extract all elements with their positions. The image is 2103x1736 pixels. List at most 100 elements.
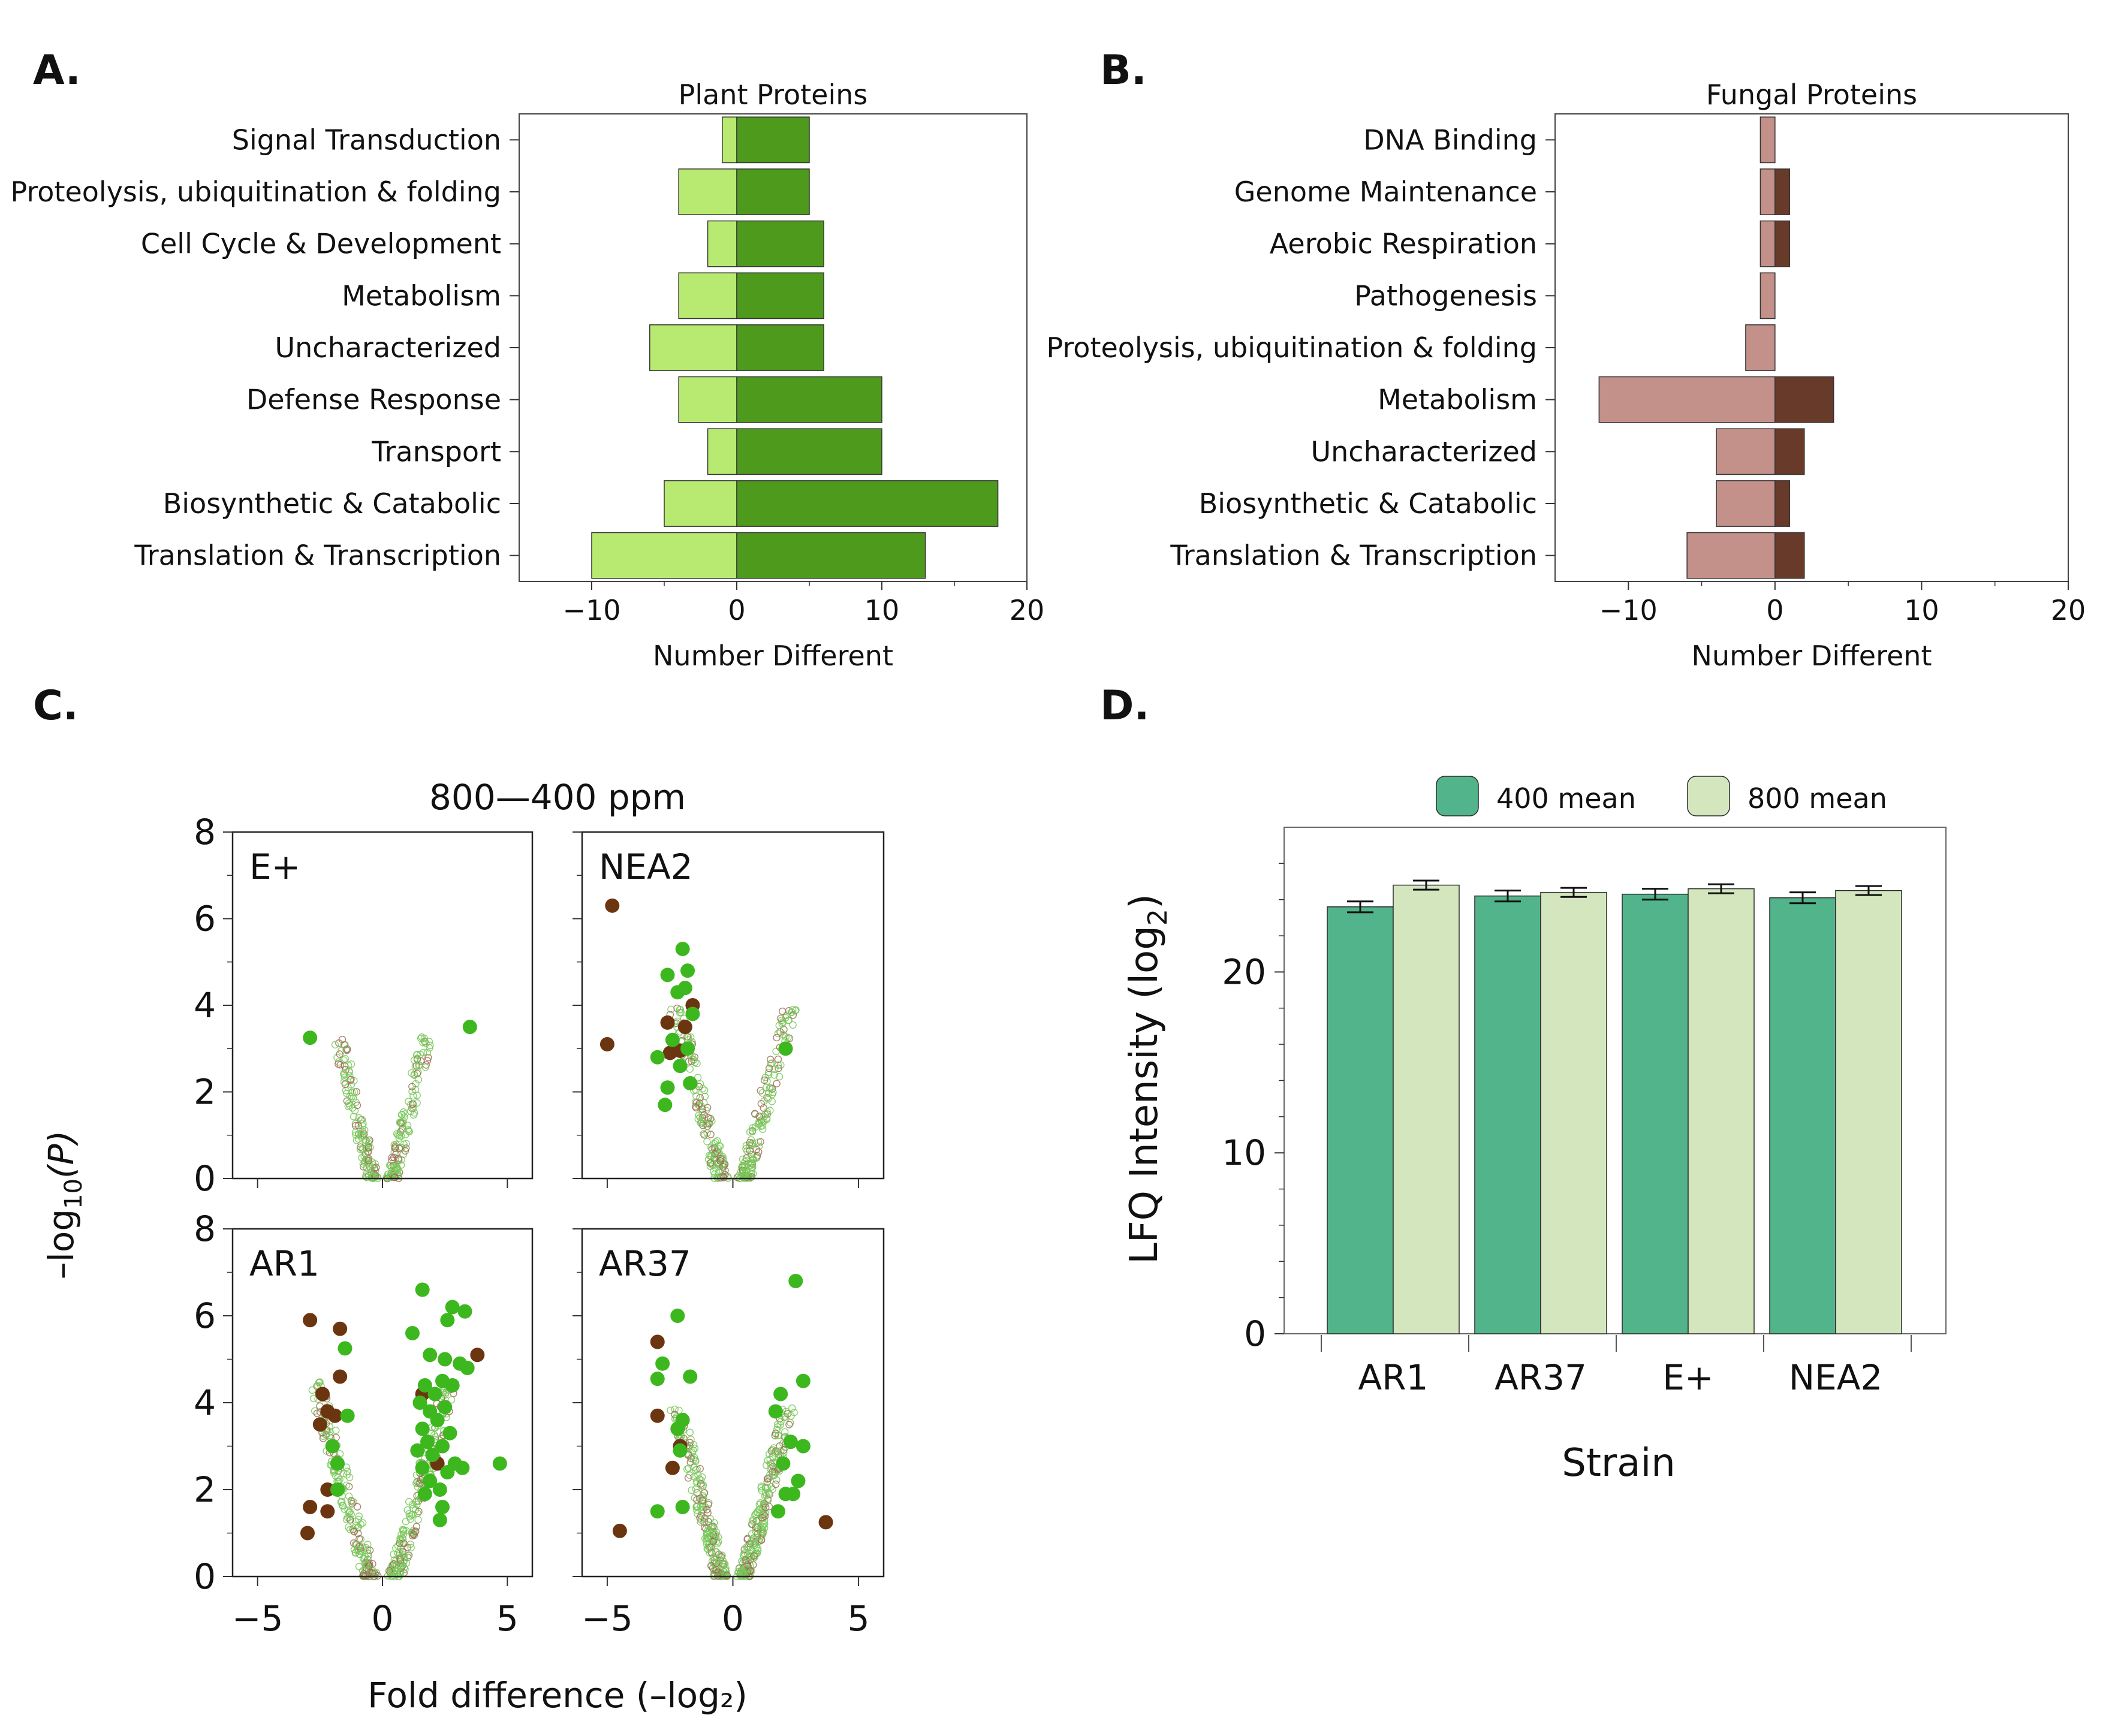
- nonsignificant-point: [322, 1431, 330, 1439]
- y-axis-label-subscript: 10: [60, 1179, 88, 1209]
- nonsignificant-point: [396, 1556, 405, 1564]
- nonsignificant-point: [735, 1565, 743, 1573]
- volcano-subplot-eplus: E+ 0 2 4 6 8: [194, 812, 534, 1199]
- nonsignificant-point: [715, 1168, 722, 1176]
- significant-plant-point: [675, 942, 690, 957]
- nonsignificant-point: [364, 1556, 372, 1563]
- nonsignificant-point: [723, 1571, 731, 1580]
- nonsignificant-point: [742, 1565, 750, 1572]
- nonsignificant-point: [400, 1556, 408, 1564]
- significant-plant-point: [783, 1434, 798, 1449]
- bar-up-metabolism: [1774, 376, 1834, 423]
- bar-down-uncharacterized: [649, 324, 737, 371]
- nonsignificant-point: [700, 1131, 709, 1139]
- nonsignificant-point: [358, 1567, 367, 1575]
- nonsignificant-point: [315, 1379, 323, 1387]
- significant-fungal-point: [677, 1020, 692, 1035]
- y-tick-label: 8: [194, 1208, 216, 1249]
- nonsignificant-point: [412, 1080, 420, 1088]
- nonsignificant-point: [403, 1506, 411, 1514]
- nonsignificant-point: [676, 1006, 684, 1014]
- plot-frame: [1554, 113, 2069, 582]
- significant-plant-point: [492, 1456, 507, 1471]
- y-axis-label-suffix: ): [1122, 894, 1167, 909]
- nonsignificant-point: [769, 1090, 776, 1098]
- nonsignificant-point: [362, 1144, 370, 1153]
- bar-400-mean-ar1: [1327, 906, 1394, 1334]
- significant-fungal-point: [650, 1408, 665, 1423]
- nonsignificant-point: [393, 1164, 401, 1171]
- nonsignificant-point: [769, 1468, 776, 1476]
- category-label-dna-binding: DNA Binding: [1363, 123, 1537, 156]
- nonsignificant-point: [363, 1571, 371, 1579]
- nonsignificant-point: [419, 1039, 427, 1047]
- significant-plant-point: [427, 1387, 442, 1402]
- nonsignificant-point: [756, 1509, 764, 1518]
- x-tick-label: 0: [372, 1598, 394, 1639]
- panel-letter-a: A.: [33, 47, 81, 94]
- nonsignificant-point: [700, 1120, 707, 1128]
- nonsignificant-point: [346, 1526, 354, 1533]
- nonsignificant-point: [345, 1509, 353, 1517]
- y-tick-label: 10: [1222, 1132, 1266, 1173]
- nonsignificant-point: [424, 1054, 432, 1062]
- nonsignificant-point: [721, 1560, 728, 1568]
- y-tick-label: 0: [1244, 1313, 1266, 1354]
- x-category-label-ar37: AR37: [1495, 1357, 1587, 1398]
- significant-fungal-point: [599, 1037, 614, 1052]
- nonsignificant-point: [767, 1060, 775, 1068]
- nonsignificant-point: [667, 1406, 674, 1414]
- volcano-subplot-nea2: NEA2: [573, 831, 885, 1188]
- nonsignificant-point: [426, 1044, 433, 1052]
- nonsignificant-point: [758, 1089, 766, 1097]
- significant-plant-point: [435, 1439, 450, 1454]
- nonsignificant-point: [402, 1140, 410, 1148]
- nonsignificant-point: [385, 1567, 393, 1575]
- nonsignificant-point: [772, 1448, 781, 1456]
- significant-fungal-point: [327, 1408, 342, 1423]
- y-tick-label: 0: [194, 1158, 216, 1199]
- nonsignificant-point: [709, 1538, 718, 1545]
- significant-plant-point: [665, 1032, 680, 1047]
- nonsignificant-point: [341, 1054, 350, 1063]
- nonsignificant-point: [691, 1494, 698, 1502]
- significant-plant-point: [330, 1456, 345, 1471]
- nonsignificant-point: [319, 1434, 327, 1442]
- nonsignificant-point: [769, 1452, 776, 1460]
- nonsignificant-point: [705, 1543, 713, 1551]
- nonsignificant-point: [696, 1514, 704, 1522]
- nonsignificant-point: [739, 1162, 747, 1170]
- x-category-label-nea2: NEA2: [1789, 1357, 1883, 1398]
- nonsignificant-point: [395, 1134, 403, 1142]
- nonsignificant-point: [390, 1560, 398, 1568]
- bar-up-uncharacterized: [1774, 428, 1805, 475]
- nonsignificant-point: [746, 1147, 754, 1155]
- bar-up-transport: [736, 428, 882, 475]
- nonsignificant-point: [773, 1080, 781, 1087]
- significant-plant-point: [410, 1443, 425, 1458]
- nonsignificant-point: [347, 1060, 355, 1068]
- x-axis-label: Number Different: [1692, 640, 1932, 672]
- category-label-pathogenesis: Pathogenesis: [1354, 279, 1537, 312]
- nonsignificant-point: [693, 1465, 701, 1473]
- category-label-biosynthetic-catabolic: Biosynthetic & Catabolic: [1199, 487, 1537, 520]
- y-tick-label: 20: [1222, 951, 1266, 992]
- nonsignificant-point: [749, 1156, 757, 1164]
- nonsignificant-point: [703, 1138, 711, 1146]
- legend-label-400-mean: 400 mean: [1496, 782, 1636, 815]
- nonsignificant-point: [420, 1037, 429, 1045]
- nonsignificant-point: [766, 1107, 774, 1114]
- significant-fungal-point: [320, 1504, 335, 1519]
- x-axis-label: Strain: [1562, 1441, 1676, 1485]
- significant-plant-point: [442, 1425, 457, 1440]
- nonsignificant-point: [387, 1173, 395, 1182]
- bar-800-mean-nea2: [1835, 890, 1902, 1334]
- nonsignificant-point: [421, 1063, 429, 1071]
- nonsignificant-point: [426, 1041, 434, 1050]
- significant-fungal-point: [300, 1526, 315, 1541]
- panel-letter-b: B.: [1100, 47, 1147, 94]
- nonsignificant-point: [348, 1092, 356, 1101]
- nonsignificant-point: [712, 1538, 721, 1545]
- nonsignificant-point: [338, 1035, 347, 1044]
- x-tick-label: 0: [1766, 594, 1783, 626]
